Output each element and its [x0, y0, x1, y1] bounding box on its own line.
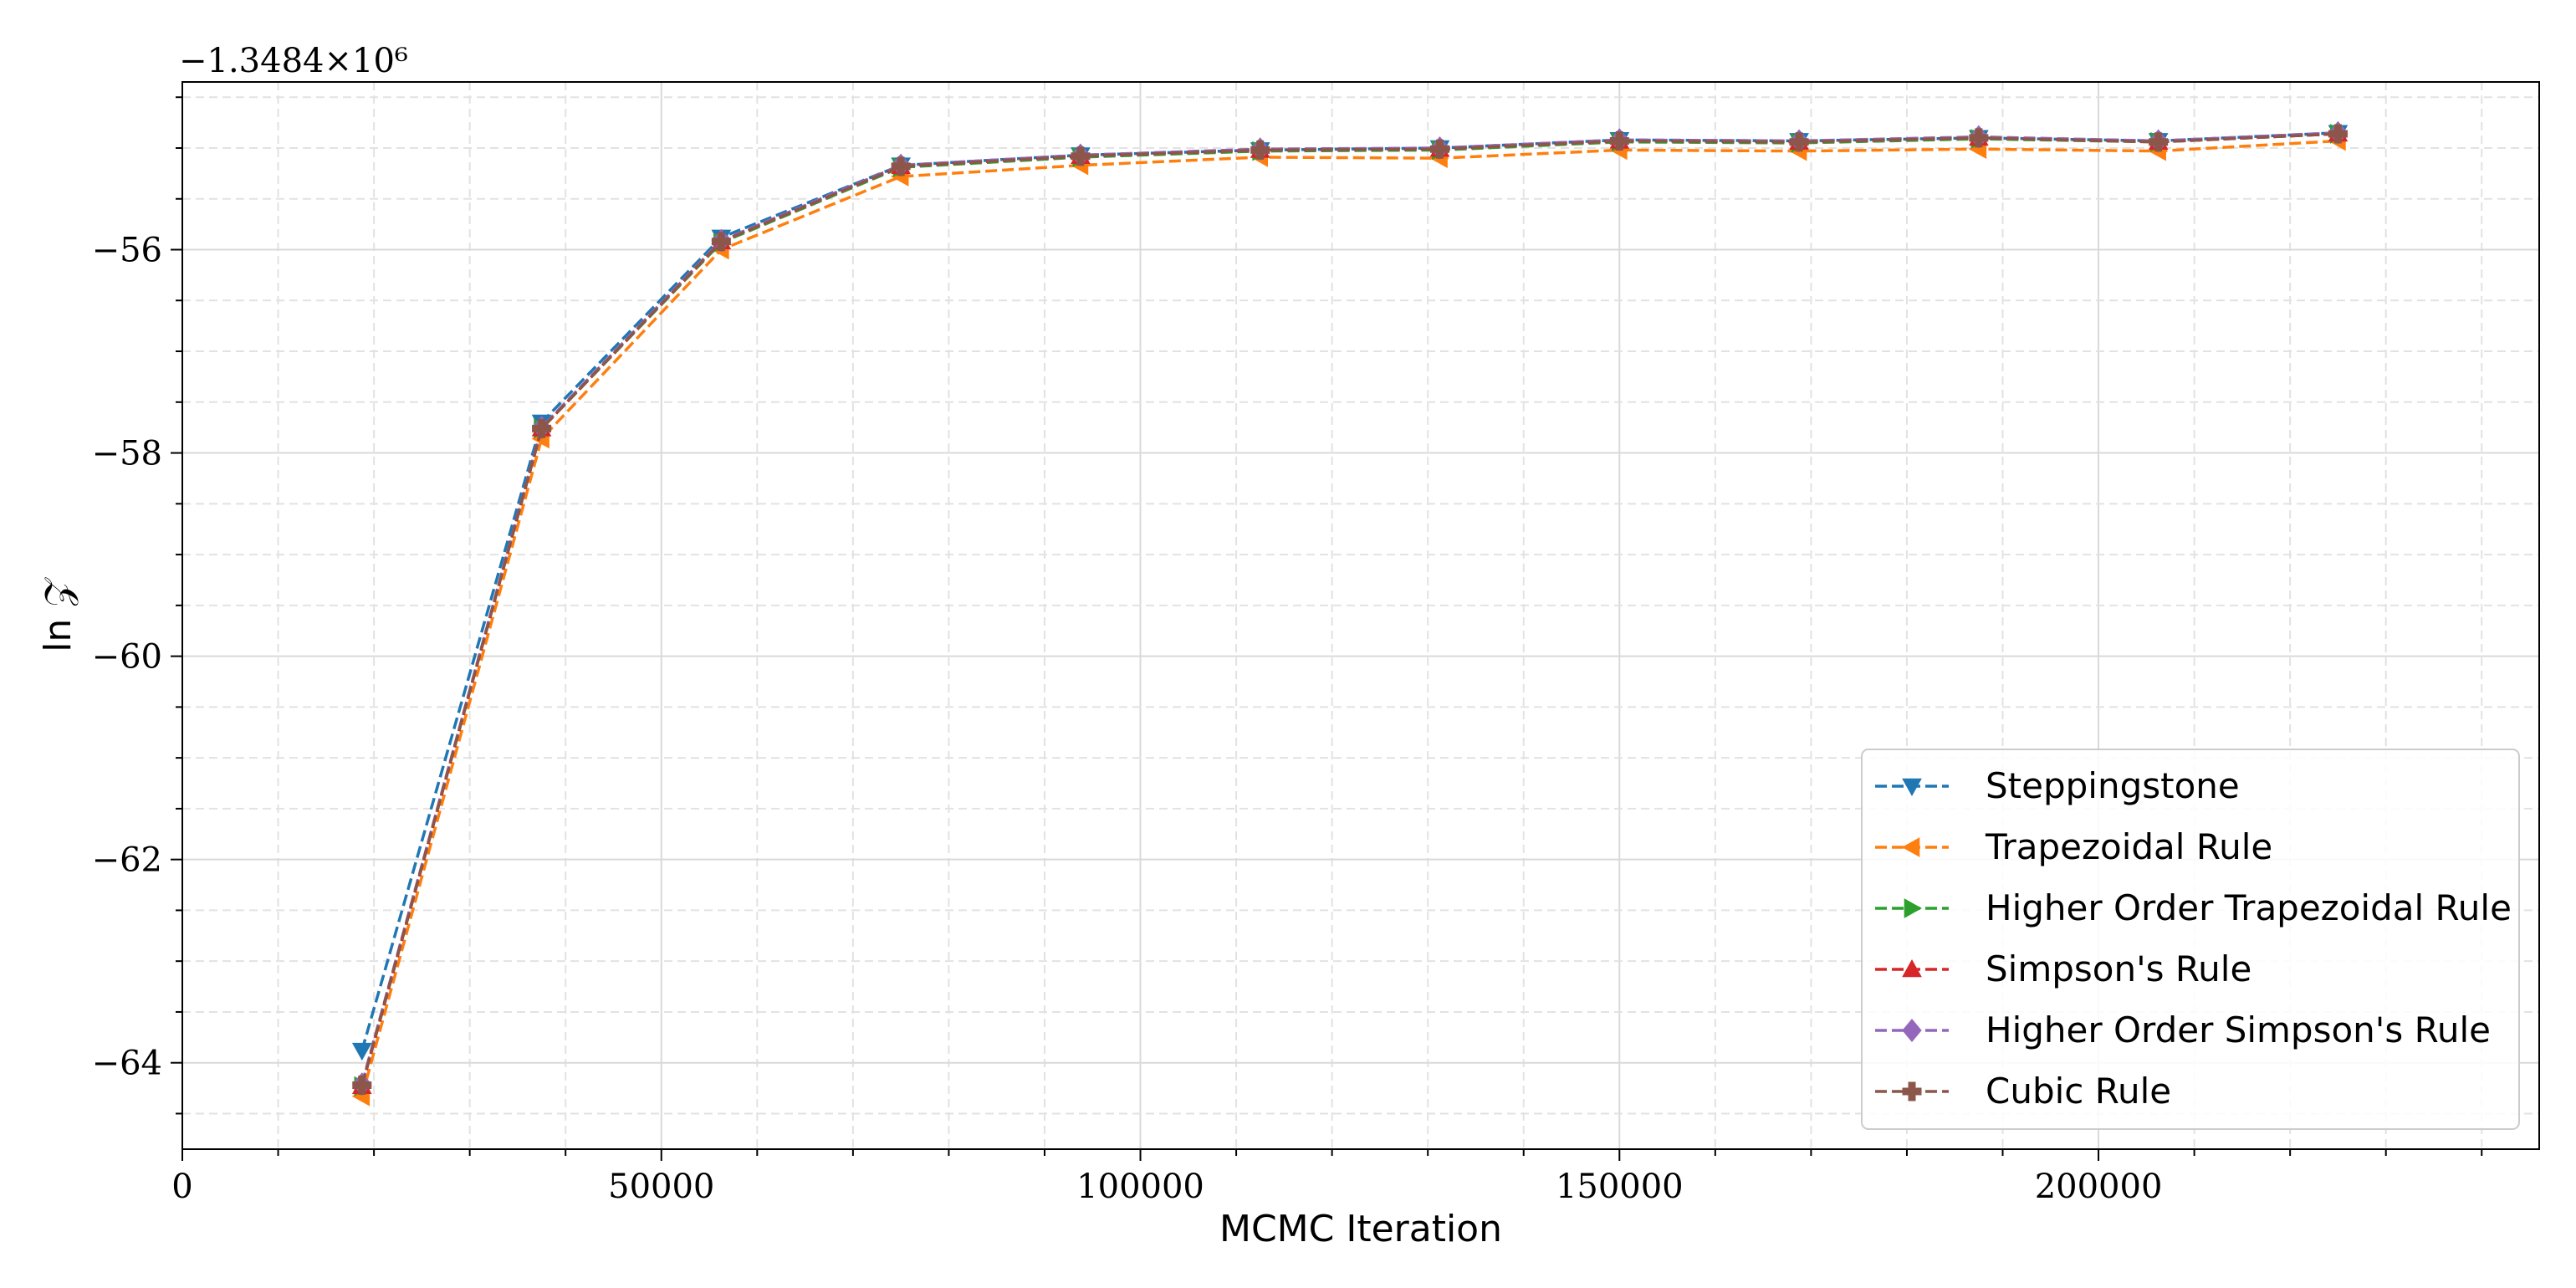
y-axis-label: ln 𝒵 — [37, 577, 79, 652]
data-point — [2328, 124, 2348, 144]
legend-marker — [1902, 1019, 1922, 1042]
legend-label: Cubic Rule — [1986, 1071, 2171, 1112]
series-layer — [351, 120, 2349, 1107]
legend-label: Steppingstone — [1986, 765, 2240, 806]
data-point — [1430, 139, 1450, 159]
legend-marker — [1904, 898, 1923, 918]
legend-item: Trapezoidal Rule — [1875, 826, 2272, 867]
x-tick-label: 200000 — [2035, 1168, 2163, 1206]
legend-item: Steppingstone — [1875, 765, 2240, 806]
data-point — [1250, 140, 1270, 160]
data-point — [711, 232, 731, 252]
legend-label: Higher Order Trapezoidal Rule — [1986, 887, 2512, 928]
series-line — [360, 139, 2338, 1097]
legend-marker — [1902, 1081, 1922, 1101]
grid — [182, 82, 2539, 1149]
legend: Steppingstone Trapezoidal Rule Higher Orde… — [1861, 749, 2520, 1130]
series-line — [360, 132, 2338, 1086]
data-point — [532, 418, 552, 438]
legend-label: Simpson's Rule — [1986, 948, 2251, 989]
plot-frame — [181, 81, 2540, 1150]
data-point — [1609, 130, 1629, 151]
legend-box — [1861, 749, 2520, 1130]
legend-marker — [1902, 958, 1922, 978]
axis-ticks: 0 50000 100000 150000 200000 −64 −62 −60 −58 −56 — [92, 96, 2483, 1206]
data-point — [1071, 146, 1091, 166]
data-point — [352, 1075, 372, 1095]
data-point — [891, 156, 911, 176]
data-point — [1789, 132, 1809, 152]
data-point — [1969, 128, 1989, 148]
legend-marker — [1902, 778, 1922, 797]
x-tick-label: 50000 — [608, 1168, 714, 1206]
legend-marker — [1901, 837, 1920, 857]
x-tick-label: 150000 — [1556, 1168, 1684, 1206]
legend-label: Higher Order Simpson's Rule — [1986, 1009, 2491, 1050]
y-tick-label: −58 — [92, 435, 162, 473]
data-point — [2149, 132, 2169, 152]
y-tick-label: −60 — [92, 638, 162, 677]
legend-item: Higher Order Trapezoidal Rule — [1875, 887, 2512, 928]
y-tick-label: −64 — [92, 1045, 162, 1083]
y-tick-label: −62 — [92, 841, 162, 880]
legend-label: Trapezoidal Rule — [1985, 826, 2272, 867]
series-5 — [352, 124, 2348, 1095]
legend-item: Higher Order Simpson's Rule — [1875, 1009, 2491, 1050]
x-axis-label: MCMC Iteration — [1219, 1208, 1502, 1250]
y-axis-offset-label: −1.3484×10⁶ — [179, 42, 408, 80]
legend-item: Cubic Rule — [1875, 1071, 2171, 1112]
data-point — [351, 1042, 372, 1061]
x-tick-label: 100000 — [1076, 1168, 1204, 1206]
x-tick-label: 0 — [171, 1168, 192, 1206]
y-tick-label: −56 — [92, 232, 162, 270]
legend-item: Simpson's Rule — [1875, 948, 2251, 989]
